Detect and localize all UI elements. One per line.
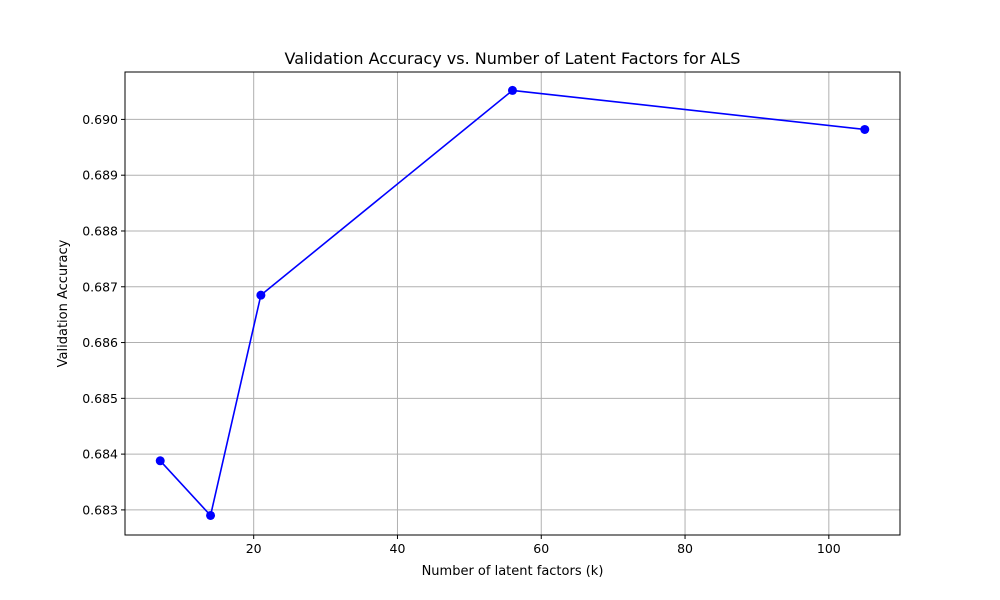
series-layer: [155, 85, 870, 520]
y-tick-label: 0.685: [82, 391, 118, 406]
grid-lines: [125, 72, 900, 535]
chart-title: Validation Accuracy vs. Number of Latent…: [285, 49, 741, 68]
series-line: [159, 89, 865, 517]
x-tick-label: 20: [246, 541, 262, 556]
x-tick-label: 80: [677, 541, 693, 556]
data-point-marker: [206, 510, 216, 520]
plot-area-frame: [124, 71, 901, 536]
x-tick-label: 60: [533, 541, 549, 556]
data-point-marker: [508, 85, 517, 95]
data-point-marker: [155, 456, 165, 466]
data-point-marker: [860, 124, 870, 134]
y-tick-label: 0.690: [82, 112, 118, 127]
y-tick-label: 0.688: [82, 223, 118, 238]
axis-ticks: 20 40 60 80 100 0.683 0.684 0.685 0.686 0.687 0.68…: [82, 112, 841, 556]
x-axis-label: Number of latent factors (k): [422, 564, 604, 579]
y-tick-label: 0.687: [82, 279, 118, 294]
y-tick-label: 0.689: [82, 168, 118, 183]
data-point-marker: [256, 290, 266, 300]
y-tick-label: 0.686: [82, 335, 118, 350]
y-tick-label: 0.684: [82, 447, 118, 462]
x-tick-label: 40: [390, 541, 406, 556]
x-tick-label: 100: [817, 541, 841, 556]
y-axis-label: Validation Accuracy: [56, 239, 71, 367]
y-tick-label: 0.683: [82, 502, 118, 517]
